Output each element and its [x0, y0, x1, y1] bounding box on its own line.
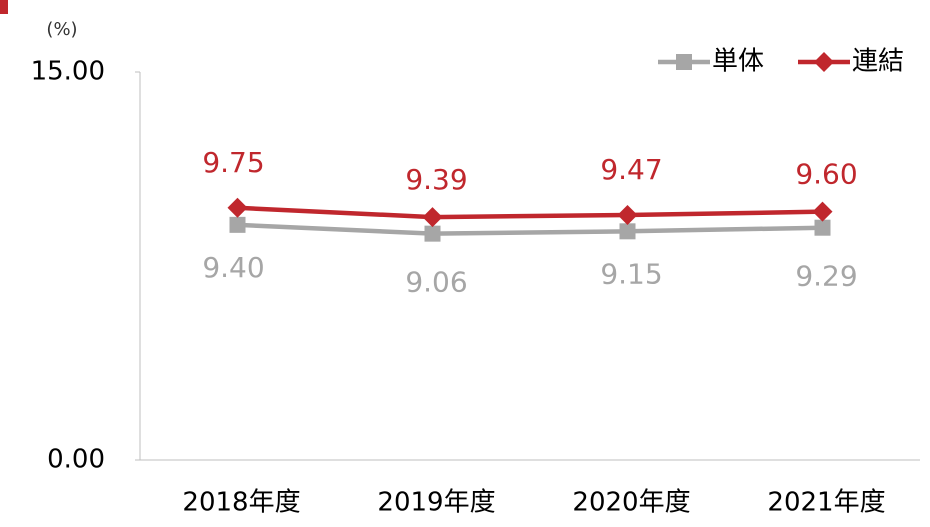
marker	[619, 223, 636, 240]
marker	[227, 197, 248, 218]
data-label: 9.40	[202, 251, 264, 284]
marker	[422, 207, 443, 228]
data-label: 9.75	[202, 146, 264, 179]
unit-label: (%)	[46, 19, 77, 40]
marker	[814, 219, 831, 236]
y-tick-label: 0.00	[47, 445, 105, 475]
data-label: 9.60	[795, 158, 857, 191]
series-line	[237, 205, 823, 220]
corner-accent	[0, 0, 8, 14]
data-label: 9.29	[795, 260, 857, 293]
x-tick-label: 2018年度	[182, 488, 300, 518]
marker	[229, 216, 246, 233]
marker	[424, 225, 441, 242]
y-tick-label: 15.00	[31, 57, 105, 87]
legend-marker	[814, 52, 834, 72]
data-label: 9.39	[405, 163, 467, 196]
x-tick-label: 2021年度	[767, 488, 885, 518]
series-line	[237, 222, 823, 236]
x-tick-label: 2020年度	[572, 488, 690, 518]
x-tick-label: 2019年度	[377, 488, 495, 518]
legend-marker	[676, 54, 692, 70]
marker	[812, 201, 833, 222]
data-label: 9.15	[600, 257, 662, 290]
data-label: 9.47	[600, 153, 662, 186]
legend-label: 連結	[852, 47, 904, 77]
data-label: 9.06	[405, 266, 467, 299]
marker	[617, 205, 638, 226]
legend-label: 単体	[712, 47, 764, 77]
